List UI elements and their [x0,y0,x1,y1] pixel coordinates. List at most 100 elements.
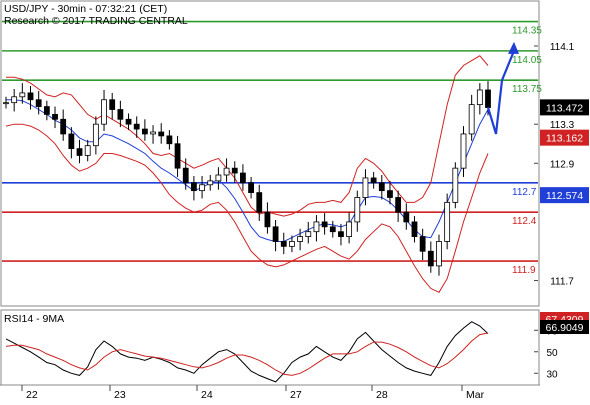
candle-18 [150,125,156,144]
candle-25 [207,175,214,191]
lower-band-line [5,123,489,293]
forecast-line [486,50,516,135]
x-tick-label-5: Mar [466,389,485,400]
candle-11 [92,116,99,155]
candle-40 [329,220,336,238]
candle-body-56 [460,133,467,169]
candle-body-4 [35,99,42,107]
rsi-series-line-1 [5,332,489,376]
level-label-0: 114.35 [512,26,542,37]
candle-body-48 [395,197,402,213]
candle-body-50 [411,221,418,237]
x-tick-label-0: 22 [26,389,38,400]
candle-body-29 [240,172,246,184]
x-tick-label-4: 28 [376,389,388,400]
candle-body-26 [215,174,222,182]
candle-body-36 [297,236,304,242]
candle-39 [321,213,328,235]
candle-12 [101,89,107,132]
candle-57 [468,94,475,141]
candle-body-21 [174,143,181,169]
candle-body-35 [289,241,295,247]
candle-53 [436,234,442,276]
price-badge-label-0: 113.472 [546,102,583,114]
candle-31 [256,184,263,221]
candle-14 [117,100,124,128]
candle-body-30 [248,182,254,193]
candle-body-5 [43,106,50,115]
candle-44 [362,169,369,206]
candle-42 [346,212,353,244]
candle-6 [52,106,58,129]
candle-body-44 [362,177,369,198]
price-y-ticks: 114.1 113.3 112.9 111.7 [534,42,575,288]
candle-43 [354,190,361,232]
price-badge-2 [540,187,589,204]
y-tick-label-0: 114.1 [550,42,575,53]
candle-4 [35,90,42,115]
candle-body-22 [182,167,189,184]
rsi-badges: 67.430966.9049 [540,312,589,334]
candle-body-12 [101,99,107,125]
candle-7 [60,109,67,141]
candle-32 [264,202,271,234]
candle-body-0 [3,102,9,105]
candle-38 [313,215,320,242]
candle-19 [158,123,165,144]
candle-body-17 [141,128,148,135]
candle-51 [419,228,426,261]
candle-body-54 [444,201,451,242]
bollinger-bands [5,55,489,293]
candle-45 [370,172,377,189]
y-tick-label-1: 113.3 [550,120,575,131]
candle-21 [174,135,181,177]
candle-34 [280,232,287,255]
candle-body-2 [19,92,26,98]
candle-5 [43,100,50,121]
candle-body-47 [387,190,393,198]
candle-body-28 [231,167,238,174]
price-badge-label-2: 112.574 [546,190,583,202]
candle-24 [199,175,205,199]
rsi-badge-label-1: 66.9049 [546,322,584,334]
candle-body-32 [264,211,271,228]
candle-8 [68,127,75,159]
candle-body-13 [109,99,116,110]
x-tick-label-1: 23 [114,389,126,400]
candle-15 [125,113,132,131]
candle-body-20 [166,135,173,145]
candle-54 [444,193,451,250]
x-tick-label-3: 27 [290,389,302,400]
candle-33 [272,219,279,252]
candle-body-31 [256,192,263,213]
candle-body-14 [117,109,124,120]
rsi-tick-label-1: 50 [546,348,558,359]
candle-28 [231,161,238,183]
chart-header-line1: USD/JPY - 30min - 07:32:21 (CET) [4,3,167,15]
candle-20 [166,130,173,150]
candle-body-3 [27,92,34,101]
candle-48 [395,190,402,222]
price-candles [3,81,491,276]
candle-body-16 [133,123,140,130]
candle-body-53 [436,241,442,267]
candle-9 [76,139,83,164]
candle-body-55 [452,167,459,203]
candle-47 [387,180,393,205]
candle-36 [297,228,304,251]
y-tick-label-3: 111.7 [550,277,574,288]
level-label-1: 114.05 [512,55,542,66]
candle-body-23 [190,182,197,192]
x-tick-label-2: 24 [201,389,213,400]
candle-1 [11,88,18,112]
candle-0 [3,96,9,109]
candle-55 [452,162,459,209]
price-badges: 113.472 113.162 112.574 [540,99,589,204]
y-tick-label-2: 112.9 [550,159,575,170]
candle-body-9 [76,148,83,156]
candle-body-11 [92,123,99,147]
candle-body-49 [403,211,410,223]
candle-3 [27,86,34,110]
candle-49 [403,203,410,230]
